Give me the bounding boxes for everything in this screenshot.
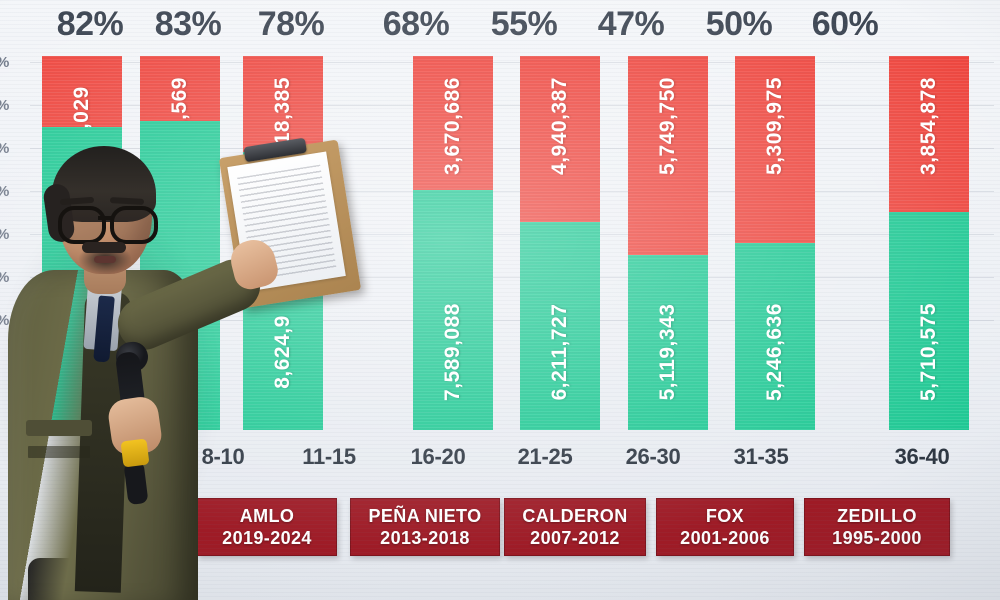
bar-segment-green-3: 7,589,088 — [413, 190, 493, 430]
y-axis-tick-6: % — [0, 312, 30, 329]
bar-value-green-2: 8,624,9 — [271, 315, 294, 389]
presenter-figure — [0, 120, 282, 600]
percent-label-5: 47% — [597, 5, 665, 43]
stacked-bar-6[interactable]: 5,309,975 5,246,636 — [735, 56, 815, 430]
legend-period-3: 2001-2006 — [680, 528, 770, 548]
x-axis-label-5: 31-35 — [733, 444, 789, 469]
bar-value-red-4: 4,940,387 — [548, 77, 571, 175]
bar-value-red-6: 5,309,975 — [763, 77, 786, 175]
y-axis-tick-3: % — [0, 183, 30, 200]
gridline-1 — [30, 105, 994, 106]
percent-label-3: 68% — [382, 5, 450, 43]
legend-name-4: ZEDILLO — [837, 506, 917, 526]
legend-name-0: AMLO — [239, 506, 295, 526]
gridline-2 — [30, 148, 994, 149]
bar-value-green-7: 5,710,575 — [917, 303, 940, 401]
gridline-3 — [30, 191, 994, 192]
percent-label-6: 50% — [705, 5, 773, 43]
legend-box-fox[interactable]: FOX 2001-2006 — [656, 498, 794, 556]
bar-segment-red-7: 3,854,878 — [889, 56, 969, 212]
legend-box-calderon[interactable]: CALDERON 2007-2012 — [504, 498, 646, 556]
legend-period-2: 2007-2012 — [530, 528, 620, 548]
percent-labels-row: 82% 83% 78% 68% 55% 47% 50% 60% — [0, 0, 1000, 50]
bar-value-red-3: 3,670,686 — [441, 77, 464, 175]
bar-segment-red-1: 1,031,569 — [140, 56, 220, 121]
x-axis-label-4: 26-30 — [625, 444, 681, 469]
percent-label-4: 55% — [490, 5, 558, 43]
bar-value-red-1: 1,031,569 — [168, 77, 192, 121]
bar-segment-green-5: 5,119,343 — [628, 255, 708, 430]
presenter-glasses — [56, 206, 158, 244]
bar-segment-green-7: 5,710,575 — [889, 212, 969, 430]
x-axis-label-6: 36-40 — [894, 444, 950, 469]
percent-label-7: 60% — [811, 5, 879, 43]
presenter-mouth — [94, 256, 116, 263]
legend-name-1: PEÑA NIETO — [368, 506, 482, 526]
glasses-lens-left — [58, 206, 106, 244]
stacked-bar-3[interactable]: 3,670,686 7,589,088 — [413, 56, 493, 430]
stacked-bar-7[interactable]: 3,854,878 5,710,575 — [889, 56, 969, 430]
gridline-4 — [30, 234, 994, 235]
x-axis-label-0: 8-10 — [176, 444, 270, 470]
stacked-bar-4[interactable]: 4,940,387 6,211,727 — [520, 56, 600, 430]
bar-value-red-7: 3,854,878 — [917, 77, 940, 175]
microphone-yellow-band — [120, 438, 150, 468]
bar-value-red-5: 5,749,750 — [656, 77, 679, 175]
bar-segment-green-6: 5,246,636 — [735, 243, 815, 430]
bar-segment-red-3: 3,670,686 — [413, 56, 493, 190]
glasses-lens-right — [110, 206, 158, 244]
y-axis-tick-5: % — [0, 269, 30, 286]
legend-box-amlo[interactable]: AMLO 2019-2024 — [197, 498, 337, 556]
bar-segment-red-2: 2,518,385 — [243, 56, 323, 152]
bar-value-green-6: 5,246,636 — [763, 303, 786, 401]
gridline-0 — [30, 62, 994, 63]
legend-name-2: CALDERON — [522, 506, 628, 526]
bar-segment-red-0: 879,029 — [42, 56, 122, 127]
x-axis-label-3: 21-25 — [517, 444, 573, 469]
percent-label-0: 82% — [56, 5, 124, 43]
bar-value-green-5: 5,119,343 — [656, 303, 679, 401]
gridline-6 — [30, 320, 994, 321]
y-axis-tick-1: % — [0, 97, 30, 114]
gridline-5 — [30, 277, 994, 278]
bar-value-green-3: 7,589,088 — [441, 303, 464, 401]
bar-segment-green-4: 6,211,727 — [520, 222, 600, 430]
x-axis-label-1: 11-15 — [302, 444, 356, 469]
x-axis-label-2: 16-20 — [410, 444, 466, 469]
legend-period-0: 2019-2024 — [222, 528, 312, 548]
y-axis: %%%%%%% — [0, 50, 34, 435]
y-axis-tick-0: % — [0, 54, 30, 71]
stacked-bar-5[interactable]: 5,749,750 5,119,343 — [628, 56, 708, 430]
percent-label-1: 83% — [154, 5, 222, 43]
legend-name-3: FOX — [705, 506, 745, 526]
glasses-bridge — [98, 216, 112, 220]
bar-segment-red-6: 5,309,975 — [735, 56, 815, 243]
presenter-mustache — [82, 242, 126, 253]
y-axis-tick-2: % — [0, 140, 30, 157]
bar-value-green-4: 6,211,727 — [548, 303, 571, 401]
bar-segment-red-5: 5,749,750 — [628, 56, 708, 255]
legend-period-1: 2013-2018 — [380, 528, 470, 548]
legend-period-4: 1995-2000 — [832, 528, 922, 548]
legend-box-pe-a-nieto[interactable]: PEÑA NIETO 2013-2018 — [350, 498, 500, 556]
bar-segment-red-4: 4,940,387 — [520, 56, 600, 222]
percent-label-2: 78% — [257, 5, 325, 43]
y-axis-tick-4: % — [0, 226, 30, 243]
legend-box-zedillo[interactable]: ZEDILLO 1995-2000 — [804, 498, 950, 556]
